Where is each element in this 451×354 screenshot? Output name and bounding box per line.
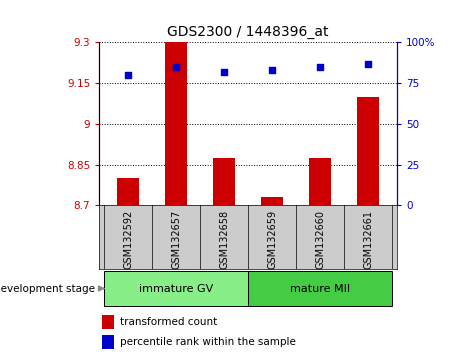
Title: GDS2300 / 1448396_at: GDS2300 / 1448396_at bbox=[167, 25, 329, 39]
Text: transformed count: transformed count bbox=[120, 318, 217, 327]
Text: percentile rank within the sample: percentile rank within the sample bbox=[120, 337, 296, 347]
Text: GSM132658: GSM132658 bbox=[219, 210, 229, 269]
Bar bbox=[357, 97, 379, 205]
Text: GSM132592: GSM132592 bbox=[123, 210, 133, 269]
Text: GSM132661: GSM132661 bbox=[363, 210, 373, 269]
Point bbox=[124, 72, 132, 78]
Point bbox=[317, 64, 324, 70]
Point bbox=[221, 69, 228, 75]
Bar bbox=[165, 42, 187, 205]
Text: GSM132657: GSM132657 bbox=[171, 210, 181, 269]
Bar bbox=[213, 158, 235, 205]
Point bbox=[364, 61, 372, 67]
Bar bbox=[248, 271, 392, 306]
Text: immature GV: immature GV bbox=[139, 284, 213, 293]
Bar bbox=[102, 315, 114, 329]
Point bbox=[268, 67, 276, 73]
Bar bbox=[102, 335, 114, 348]
Bar bbox=[261, 197, 283, 205]
Text: mature MII: mature MII bbox=[290, 284, 350, 293]
Bar bbox=[309, 158, 331, 205]
Text: development stage: development stage bbox=[0, 284, 95, 293]
Point bbox=[172, 64, 179, 70]
Bar bbox=[104, 271, 248, 306]
Text: GSM132660: GSM132660 bbox=[315, 210, 325, 269]
Bar bbox=[117, 178, 139, 205]
Text: GSM132659: GSM132659 bbox=[267, 210, 277, 269]
